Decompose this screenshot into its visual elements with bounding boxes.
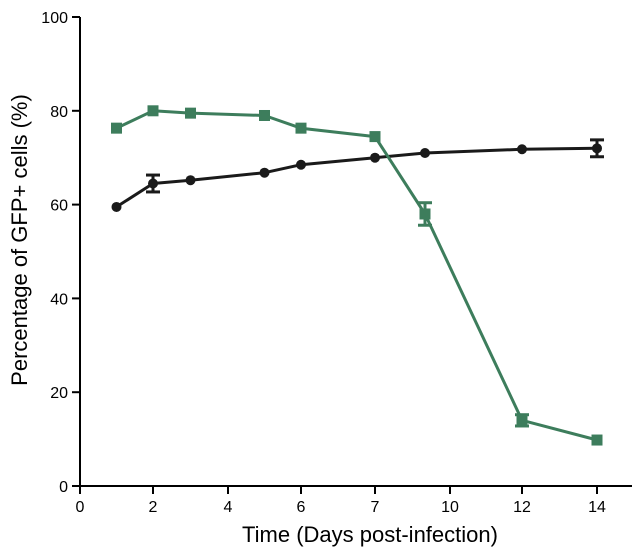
x-tick-label: 2: [149, 499, 158, 516]
x-tick-label: 12: [513, 499, 531, 516]
data-point: [296, 159, 306, 170]
y-tick-label: 20: [50, 385, 68, 402]
x-tick-label: 4: [224, 499, 233, 516]
x-tick-label: 14: [588, 499, 606, 516]
data-point: [517, 144, 527, 155]
data-point: [295, 122, 307, 134]
data-point: [369, 131, 381, 143]
y-tick-label: 60: [50, 198, 68, 215]
data-point: [420, 148, 430, 159]
data-point: [259, 109, 270, 121]
data-point: [419, 208, 431, 220]
data-point: [147, 105, 159, 117]
x-axis-title: Time (Days post-infection): [242, 522, 498, 547]
y-axis-title: Percentage of GFP+ cells (%): [7, 94, 32, 386]
y-tick-label: 80: [50, 104, 68, 121]
x-tick-label: 6: [297, 499, 306, 516]
data-point: [592, 143, 602, 154]
data-point: [185, 107, 196, 119]
series-2: [111, 105, 603, 446]
data-point: [591, 434, 603, 446]
axes: 0 20 40 60 80 100 0 2 4 6 7 10 12 14: [41, 10, 632, 516]
data-point: [516, 414, 528, 426]
data-point: [185, 175, 196, 186]
data-point: [111, 122, 122, 134]
data-point: [370, 152, 380, 163]
x-tick-label: 7: [371, 499, 380, 516]
series-1: [111, 138, 604, 212]
x-tick-label: 0: [76, 499, 85, 516]
data-point: [259, 167, 270, 178]
series-layer: [111, 105, 604, 446]
data-point: [111, 201, 122, 212]
y-tick-label: 100: [41, 10, 68, 27]
y-tick-label: 40: [50, 291, 68, 308]
x-tick-label: 10: [441, 499, 459, 516]
data-point: [148, 178, 158, 189]
y-tick-label: 0: [59, 479, 68, 496]
